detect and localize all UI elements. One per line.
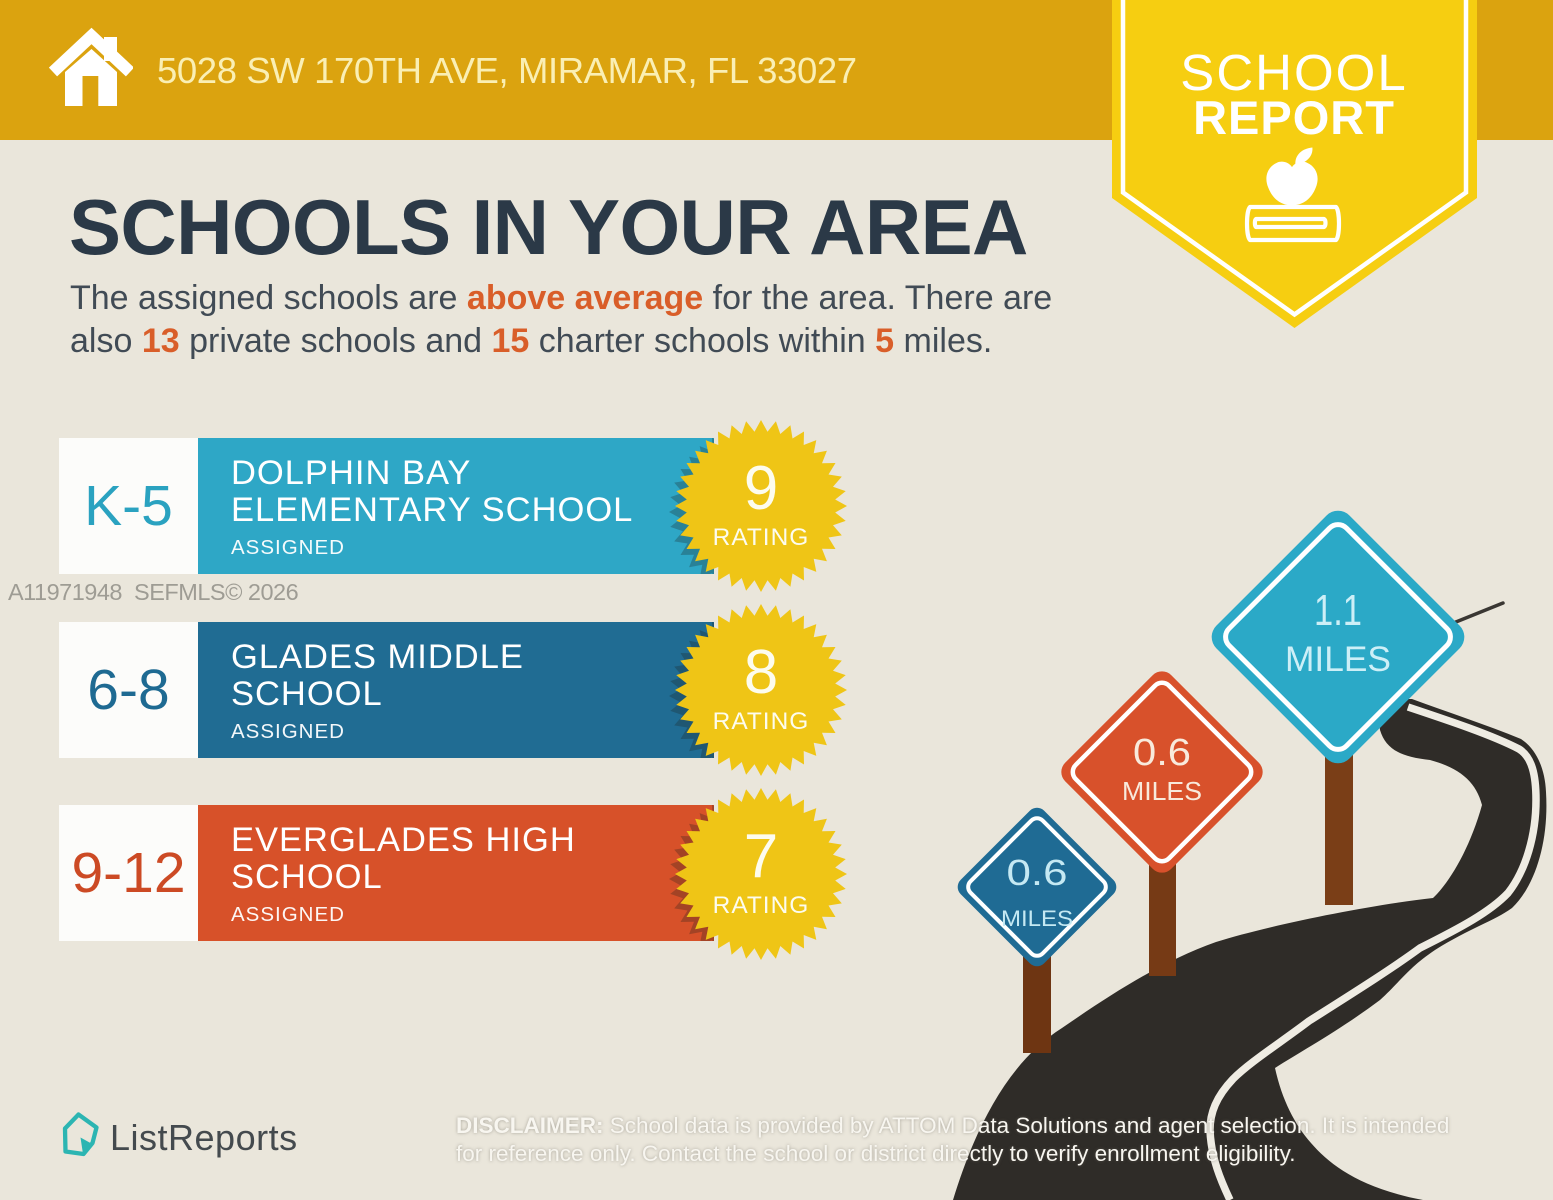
svg-text:1.1: 1.1: [1314, 586, 1362, 635]
svg-text:RATING: RATING: [713, 892, 810, 919]
svg-text:MILES: MILES: [1122, 776, 1202, 806]
svg-text:9: 9: [744, 454, 778, 523]
svg-text:MILES: MILES: [1285, 640, 1391, 679]
svg-text:REPORT: REPORT: [1193, 91, 1395, 144]
svg-text:RATING: RATING: [713, 524, 810, 551]
svg-text:0.6: 0.6: [1007, 852, 1068, 893]
svg-text:8: 8: [744, 638, 778, 707]
svg-text:0.6: 0.6: [1133, 732, 1191, 774]
svg-text:RATING: RATING: [713, 708, 810, 735]
svg-text:7: 7: [744, 822, 778, 891]
svg-text:MILES: MILES: [1001, 906, 1073, 931]
svg-text:SCHOOL: SCHOOL: [1180, 44, 1407, 101]
